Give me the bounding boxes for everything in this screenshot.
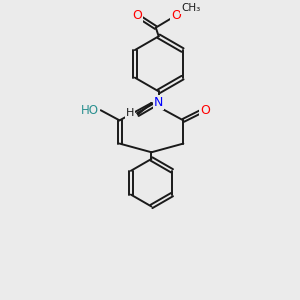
Text: N: N (154, 96, 164, 109)
Text: CH₃: CH₃ (181, 3, 200, 13)
Text: O: O (200, 104, 210, 117)
Text: O: O (171, 9, 181, 22)
Text: HO: HO (81, 104, 99, 117)
Text: H: H (125, 108, 134, 118)
Text: O: O (132, 9, 142, 22)
